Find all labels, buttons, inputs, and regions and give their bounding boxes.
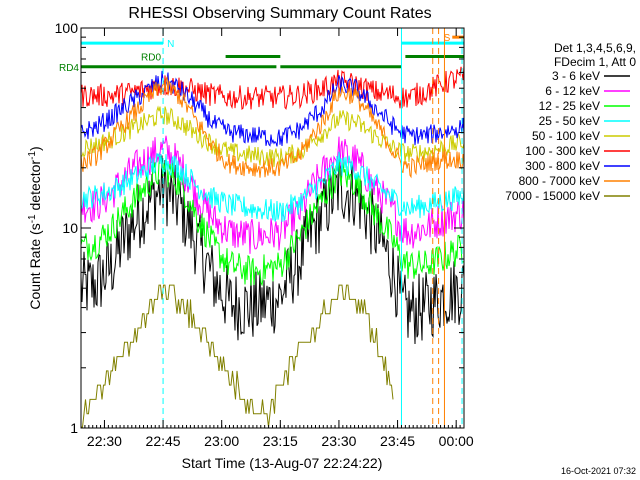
legend-entry-label: 12 - 25 keV <box>539 99 600 113</box>
flag-label: RD4 <box>59 63 79 74</box>
y-axis-label-part2: detector <box>27 160 43 215</box>
flag-bars-layer: RD4 RD0 N S <box>59 33 464 74</box>
chart-title: RHESSI Observing Summary Count Rates <box>128 5 431 22</box>
y-tick-label: 1 <box>70 420 78 436</box>
legend-entry-label: 800 - 7000 keV <box>519 174 600 188</box>
x-tick-label: 23:30 <box>321 433 356 449</box>
x-tick-label: 00:00 <box>439 433 474 449</box>
axis-layer: 22:30 22:45 23:00 23:15 23:30 23:45 00:00 1 10 10… <box>55 20 474 449</box>
y-axis-label-part3: ) <box>27 146 43 151</box>
y-axis-label-part1: Count Rate (s <box>27 223 43 309</box>
series-layer <box>80 65 465 428</box>
flag-label: RD0 <box>141 53 161 64</box>
legend: Det 1,3,4,5,6,9,FDecim 1, Att 03 - 6 keV… <box>505 41 636 203</box>
legend-entry-label: 300 - 800 keV <box>525 159 600 173</box>
series-2 <box>80 155 465 287</box>
series-line <box>81 284 394 428</box>
series-4 <box>80 105 465 167</box>
legend-entry-label: 7000 - 15000 keV <box>505 189 600 203</box>
series-line <box>80 155 465 345</box>
series-line <box>80 155 465 287</box>
y-tick-label: 100 <box>55 20 79 36</box>
x-axis-label: Start Time (13-Aug-07 22:24:22) <box>182 455 383 471</box>
y-axis-label-exp2: -1 <box>27 151 38 160</box>
legend-entry-label: 25 - 50 keV <box>539 114 600 128</box>
series-6 <box>80 70 465 147</box>
flag-label: S <box>444 33 451 44</box>
y-axis-label: Count Rate (s-1 detector-1) <box>27 146 43 309</box>
y-axis-label-exp1: -1 <box>27 214 38 223</box>
flag-label: N <box>167 39 174 50</box>
x-tick-label: 22:45 <box>146 433 181 449</box>
series-1 <box>80 135 465 254</box>
x-tick-label: 22:30 <box>87 433 122 449</box>
x-tick-label: 23:15 <box>263 433 298 449</box>
legend-entry-label: 3 - 6 keV <box>552 69 600 83</box>
series-line <box>80 70 465 147</box>
series-8 <box>81 284 394 428</box>
timestamp-footer: 16-Oct-2021 07:32 <box>561 466 636 476</box>
legend-entry-label: 50 - 100 keV <box>532 129 600 143</box>
y-tick-label: 10 <box>62 220 78 236</box>
legend-entry-label: 6 - 12 keV <box>545 84 600 98</box>
legend-header: Det 1,3,4,5,6,9, <box>554 41 636 55</box>
series-7 <box>80 75 465 179</box>
series-line <box>80 105 465 167</box>
legend-header: FDecim 1, Att 0 <box>554 55 636 69</box>
series-line <box>80 75 465 179</box>
series-0 <box>80 155 465 345</box>
series-3 <box>80 151 465 222</box>
legend-entry-label: 100 - 300 keV <box>525 144 600 158</box>
x-tick-label: 23:00 <box>204 433 239 449</box>
x-tick-label: 23:45 <box>380 433 415 449</box>
series-line <box>80 151 465 222</box>
series-line <box>80 135 465 254</box>
